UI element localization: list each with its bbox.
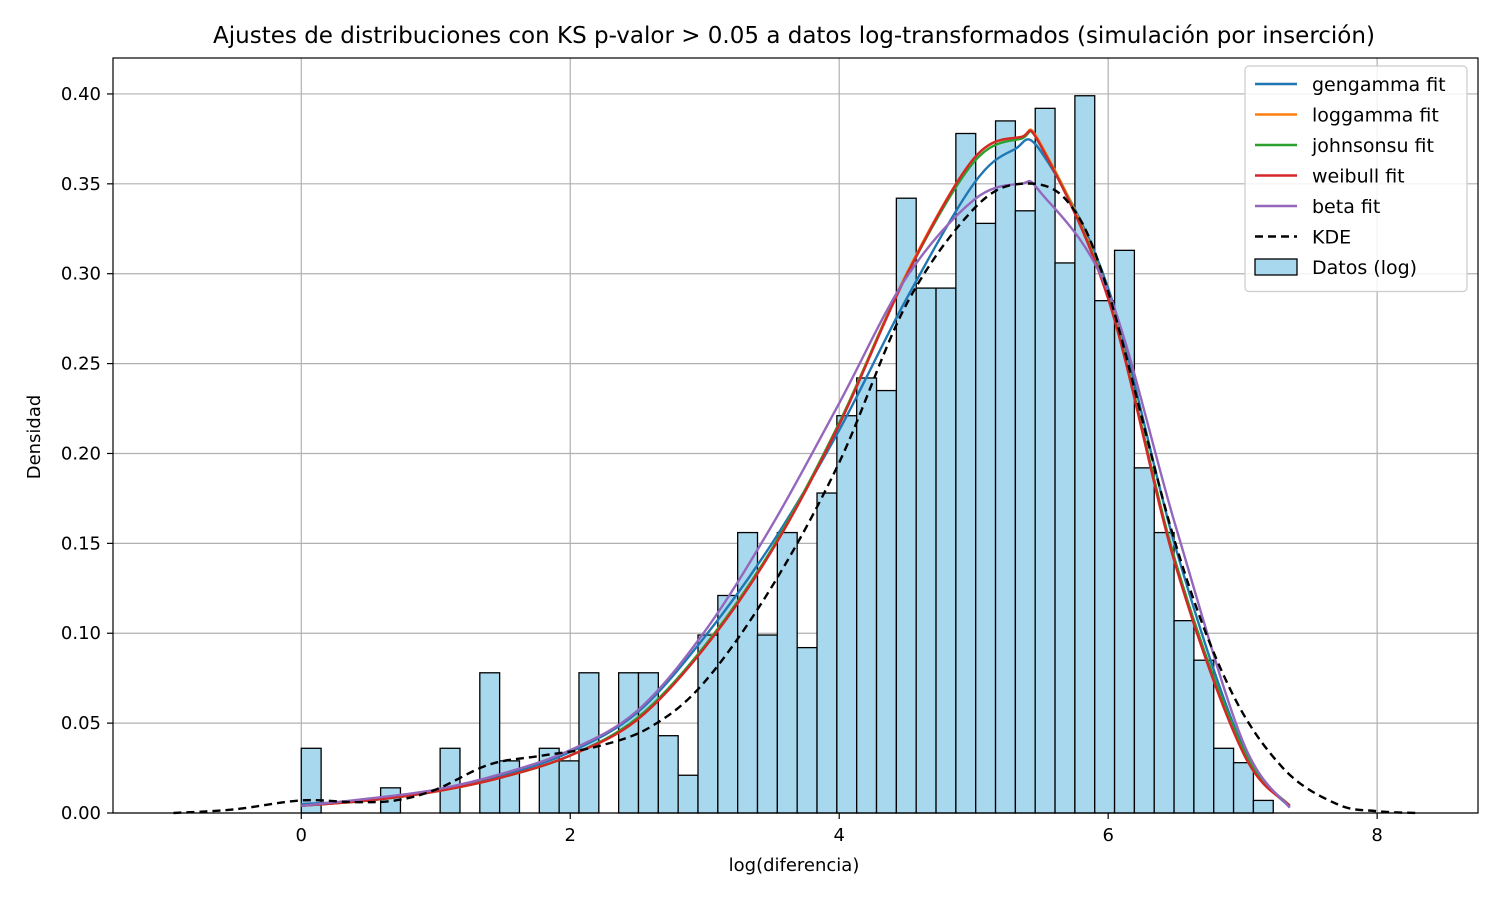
histogram-bar — [955, 132, 977, 814]
y-tick-label: 0.05 — [61, 713, 101, 734]
histogram-bar — [1173, 620, 1195, 814]
histogram-bar — [915, 287, 937, 814]
series-line-weibull-fit — [301, 129, 1291, 808]
x-tick-label: 0 — [296, 825, 307, 846]
histogram-bars — [300, 95, 1274, 814]
legend-label: johnsonsu fit — [1311, 135, 1434, 157]
y-tick-label: 0.25 — [61, 354, 101, 375]
axis-ticks: 0 2 4 6 8 0.00 0.05 0.10 0.15 0.20 0.25 0.30 0.35 0.4… — [61, 84, 1383, 846]
legend-swatch — [1254, 258, 1298, 276]
y-tick-label: 0.30 — [61, 264, 101, 285]
y-tick-label: 0.10 — [61, 623, 101, 644]
histogram-bar — [756, 634, 778, 814]
histogram-bar — [1014, 210, 1036, 814]
histogram-bar — [558, 760, 580, 814]
series-line-kde — [173, 182, 1418, 815]
chart-title: Ajustes de distribuciones con KS p-valor… — [213, 23, 1375, 49]
x-tick-label: 8 — [1371, 825, 1382, 846]
y-tick-label: 0.00 — [61, 803, 101, 824]
x-axis-label: log(diferencia) — [729, 855, 860, 876]
y-tick-label: 0.15 — [61, 533, 101, 554]
y-tick-label: 0.20 — [61, 443, 101, 464]
legend-label: gengamma fit — [1312, 74, 1446, 96]
x-tick-label: 2 — [565, 825, 576, 846]
histogram-bar — [816, 492, 838, 814]
legend-label: Datos (log) — [1312, 257, 1417, 279]
legend-label: beta fit — [1312, 196, 1380, 218]
histogram-bar — [479, 672, 501, 814]
legend: gengamma fit loggamma fit johnsonsu fit wei… — [1244, 65, 1468, 293]
x-tick-label: 6 — [1102, 825, 1113, 846]
x-tick-label: 4 — [833, 825, 844, 846]
histogram-bar — [836, 415, 858, 814]
histogram-bar — [1193, 659, 1215, 814]
histogram-bar — [1074, 95, 1096, 814]
plot-frame — [112, 57, 1479, 814]
histogram-bar — [975, 222, 997, 814]
legend-label: weibull fit — [1312, 166, 1405, 188]
legend-box — [1244, 65, 1468, 293]
histogram-bar — [657, 735, 679, 814]
y-tick-label: 0.40 — [61, 84, 101, 105]
histogram-bar — [856, 377, 878, 814]
legend-label: KDE — [1312, 227, 1351, 249]
histogram-bar — [796, 646, 818, 814]
histogram-bar — [677, 774, 699, 814]
histogram-bar — [618, 672, 640, 814]
histogram-bar — [1133, 467, 1155, 814]
histogram-bar — [1153, 531, 1175, 814]
histogram-bar — [935, 287, 957, 814]
legend-label: loggamma fit — [1312, 105, 1439, 127]
histogram-bar — [1034, 107, 1056, 814]
histogram-bar — [994, 120, 1017, 814]
histogram-bar — [875, 389, 898, 814]
series-line-beta-fit — [301, 179, 1291, 809]
y-tick-label: 0.35 — [61, 174, 101, 195]
y-axis-label: Densidad — [24, 395, 45, 480]
histogram-bar — [1232, 762, 1255, 814]
histogram-bar — [1094, 300, 1116, 814]
histogram-bar — [697, 634, 719, 814]
histogram-bar — [1054, 262, 1076, 814]
fit-lines — [173, 128, 1418, 815]
histogram-bar — [1213, 747, 1235, 814]
histogram-bar — [1252, 799, 1274, 814]
